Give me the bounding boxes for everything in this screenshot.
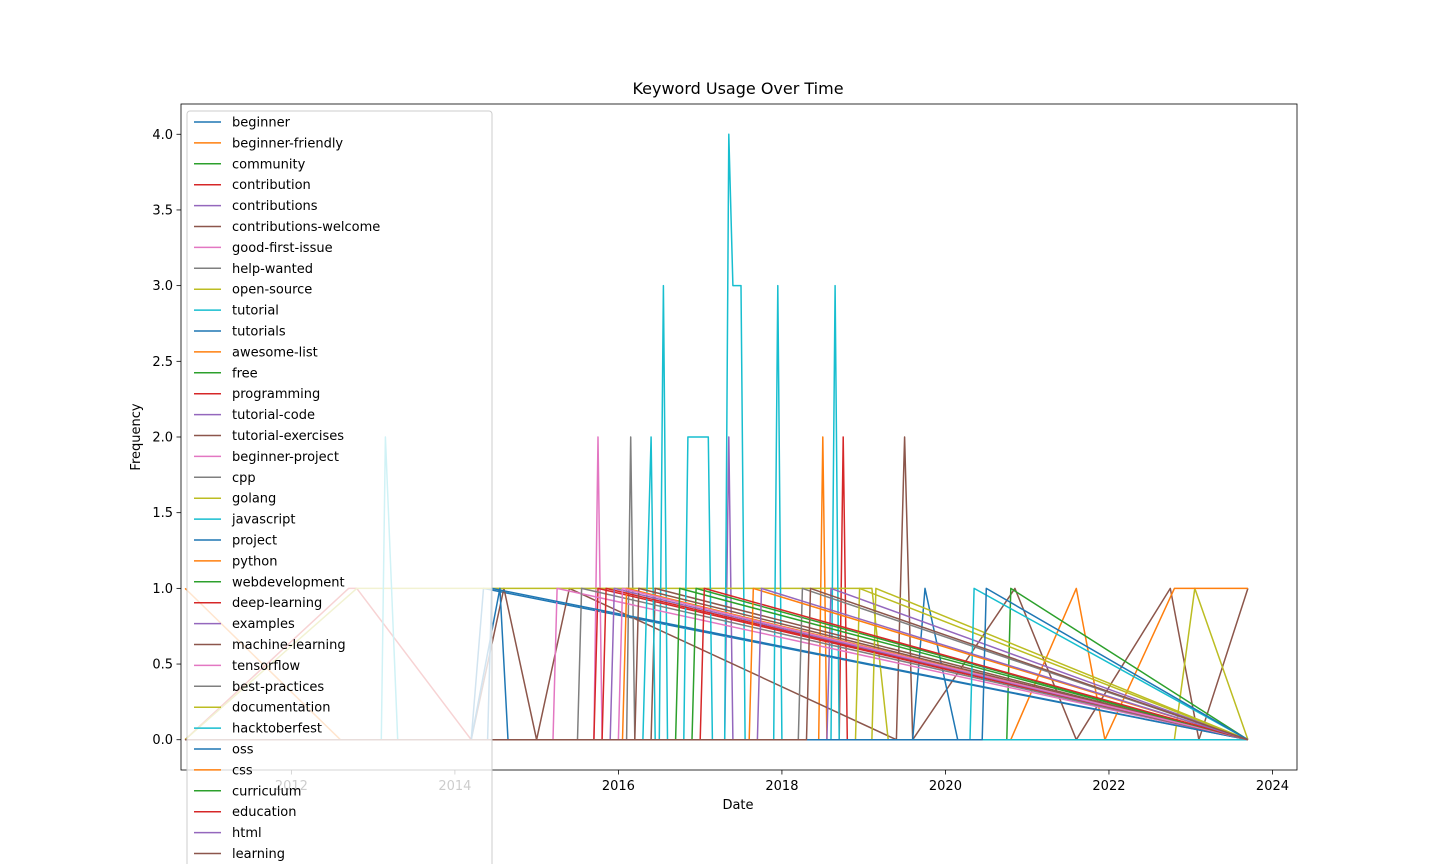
y-tick-label: 4.0 (152, 128, 173, 143)
legend-label: machine-learning (232, 638, 346, 653)
legend-label: tutorial-exercises (232, 429, 344, 444)
x-tick-label: 2018 (765, 779, 798, 794)
y-tick-label: 1.5 (152, 506, 173, 521)
legend-label: webdevelopment (232, 575, 345, 590)
legend-label: hacktoberfest (232, 722, 322, 737)
y-tick-label: 3.0 (152, 279, 173, 294)
y-tick-label: 2.5 (152, 355, 173, 370)
legend-label: oss (232, 743, 254, 758)
y-tick-label: 2.0 (152, 431, 173, 446)
legend-label: beginner (232, 116, 291, 131)
legend-box (186, 110, 493, 864)
y-tick-label: 0.5 (152, 658, 173, 673)
y-axis-label: Frequency (129, 403, 144, 470)
plot-area (180, 103, 1298, 771)
legend-label: tutorial (232, 304, 279, 319)
legend-label: beginner-friendly (232, 136, 343, 151)
series-lines (184, 133, 1249, 741)
x-tick-label: 2020 (929, 779, 962, 794)
x-axis-label: Date (722, 798, 753, 813)
legend-label: project (232, 534, 277, 549)
legend-label: free (232, 366, 258, 381)
legend-label: python (232, 554, 277, 569)
legend-label: tutorials (232, 325, 286, 340)
legend-label: tutorial-code (232, 408, 315, 423)
legend-label: community (232, 157, 306, 172)
legend-label: awesome-list (232, 345, 318, 360)
legend-label: cpp (232, 471, 256, 486)
legend-label: contribution (232, 178, 311, 193)
series-line-learning (185, 587, 1249, 741)
y-tick-label: 0.0 (152, 733, 173, 748)
legend-label: learning (232, 847, 285, 862)
legend-label: html (232, 826, 262, 841)
legend-label: css (232, 763, 253, 778)
legend-label: javascript (231, 513, 295, 528)
legend-label: programming (232, 387, 320, 402)
legend-label: education (232, 805, 297, 820)
legend-label: deep-learning (232, 596, 322, 611)
legend-label: tensorflow (232, 659, 301, 674)
legend-label: golang (232, 492, 276, 507)
y-axis: 0.0 0.5 1.0 1.5 2.0 2.5 3.0 3.5 4.0 (152, 128, 181, 748)
x-tick-label: 2016 (602, 779, 635, 794)
legend-label: examples (232, 617, 295, 632)
y-tick-label: 1.0 (152, 582, 173, 597)
legend-label: beginner-project (232, 450, 339, 465)
legend-label: best-practices (232, 680, 324, 695)
legend-label: open-source (232, 283, 312, 298)
x-tick-label: 2024 (1256, 779, 1289, 794)
legend-label: documentation (232, 701, 330, 716)
legend-label: help-wanted (232, 262, 313, 277)
legend: beginner beginner-friendly community contri… (186, 110, 493, 864)
legend-label: curriculum (232, 784, 301, 799)
legend-label: contributions (232, 199, 318, 214)
y-tick-label: 3.5 (152, 203, 173, 218)
x-tick-label: 2022 (1092, 779, 1125, 794)
chart-title: Keyword Usage Over Time (632, 79, 843, 98)
legend-label: contributions-welcome (232, 220, 380, 235)
legend-label: good-first-issue (232, 241, 333, 256)
